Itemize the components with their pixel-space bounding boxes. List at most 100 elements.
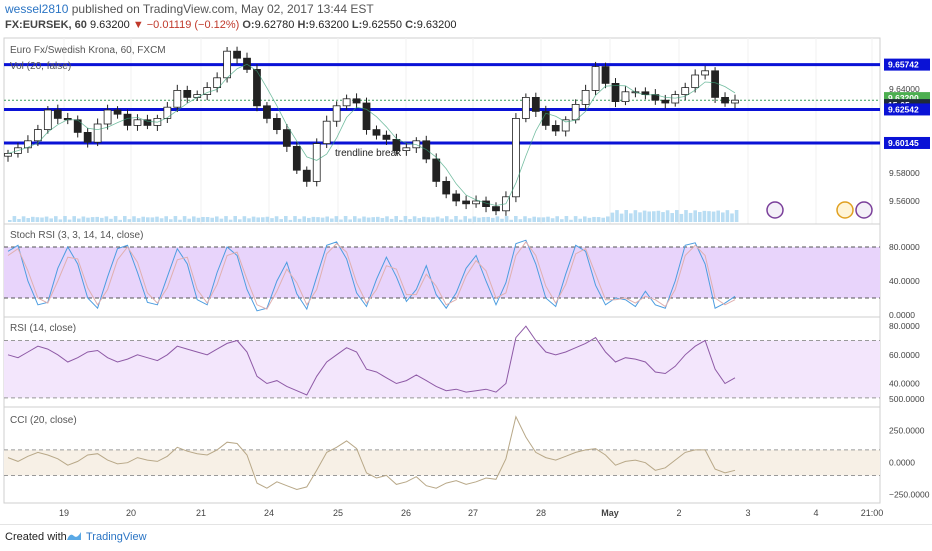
candle-body — [711, 70, 719, 98]
candle-body — [731, 99, 739, 104]
volume-bar — [721, 212, 725, 222]
indicator-band — [4, 340, 880, 398]
volume-bar — [279, 219, 283, 222]
volume-bar — [449, 219, 454, 222]
volume-bar — [100, 217, 104, 222]
price-change: ▼ −0.01119 (−0.12%) — [132, 19, 240, 31]
footer: Created with TradingView — [0, 524, 932, 551]
cci-pane[interactable]: CCI (20, close) 500.0000 250.0000 0.0000 −2… — [3, 394, 930, 504]
candle-body — [681, 87, 690, 95]
cci-axis: 500.0000 250.0000 0.0000 −250.0000 — [889, 394, 930, 500]
volume-bar — [656, 210, 661, 222]
volume-bar — [578, 218, 582, 222]
volume-bar — [491, 217, 495, 222]
candle-body — [213, 77, 222, 88]
indicator-band — [4, 449, 880, 476]
volume-bar — [458, 219, 463, 222]
price-tag-label: 9.62542 — [888, 104, 919, 114]
volume-bar — [463, 216, 467, 222]
candle-body — [561, 119, 570, 132]
volume-bar — [196, 217, 201, 222]
time-tick-label: 4 — [813, 508, 818, 518]
volume-bar — [316, 217, 320, 222]
indicator-series — [7, 241, 736, 310]
volume-bar — [178, 219, 182, 222]
volume-bar — [90, 217, 95, 222]
volume-bar — [348, 219, 352, 222]
candle-body — [263, 105, 271, 119]
price-pane[interactable]: Euro Fx/Swedish Krona, 60, FXCM Vol (20,… — [3, 37, 930, 503]
volume-bar — [353, 216, 357, 222]
volume-bar — [624, 210, 628, 222]
volume-bar — [412, 216, 417, 222]
volume-bar — [684, 210, 688, 222]
volume-bar — [481, 217, 486, 222]
volume-bar — [141, 216, 145, 222]
time-axis[interactable]: 19 20 21 24 25 26 27 28 May 2 3 4 21:00 — [4, 502, 883, 518]
publish-info: published on TradingView.com, May 02, 20… — [71, 2, 374, 16]
volume-bar — [569, 219, 573, 222]
candle-body — [581, 90, 590, 105]
volume-bar — [150, 217, 155, 222]
time-tick-label: 2 — [676, 508, 681, 518]
volume-bar — [518, 219, 523, 222]
open-label: O: — [242, 19, 255, 31]
stoch-lines — [7, 239, 736, 312]
volume-bar — [380, 217, 385, 222]
volume-bar — [136, 218, 141, 222]
volume-bar — [173, 216, 178, 222]
created-with-label: Created with — [5, 531, 67, 543]
volume-bar — [555, 216, 559, 222]
indicator-tick-label: 0.0000 — [889, 458, 915, 468]
volume-bar — [394, 216, 398, 222]
volume-bar — [242, 216, 247, 222]
close-label: C: — [405, 19, 417, 31]
chart-canvas[interactable]: Euro Fx/Swedish Krona, 60, FXCM Vol (20,… — [0, 34, 932, 524]
volume-bar — [698, 211, 702, 222]
candle-body — [362, 102, 371, 131]
volume-bar — [606, 216, 610, 222]
volume-bar — [109, 218, 113, 222]
author-link[interactable]: wessel2810 — [5, 2, 69, 16]
rsi-pane[interactable]: RSI (14, close) 80.0000 60.0000 40.0000 — [3, 316, 920, 408]
stoch-rsi-pane[interactable]: Stoch RSI (3, 3, 14, 14, close) 80.0000 4… — [3, 223, 920, 320]
candle-body — [691, 74, 700, 89]
volume-bar — [486, 216, 490, 222]
volume-bar — [233, 216, 237, 222]
candle-body — [4, 153, 12, 157]
indicator-tick-label: 80.0000 — [889, 242, 920, 252]
volume-bar — [541, 217, 546, 222]
tradingview-brand[interactable]: TradingView — [86, 531, 147, 543]
volume-bar — [431, 217, 435, 222]
event-markers[interactable] — [766, 201, 873, 219]
candle-body — [462, 200, 470, 205]
volume-bar — [307, 217, 311, 222]
candle-body — [432, 158, 441, 182]
candle-body — [24, 140, 32, 149]
low-value: 9.62550 — [362, 19, 403, 31]
symbol-line: FX:EURSEK, 60 9.63200 ▼ −0.01119 (−0.12%… — [5, 19, 456, 31]
candle-body — [302, 169, 311, 182]
volume-bar — [523, 216, 527, 222]
candle-body — [591, 66, 600, 91]
candle-body — [551, 125, 560, 132]
stoch-axis: 80.0000 40.0000 0.0000 — [889, 242, 920, 320]
volume-bar — [357, 218, 362, 222]
volume-bar — [127, 219, 132, 222]
volume-bar — [426, 217, 431, 222]
volume-bar — [679, 213, 684, 222]
candle-body — [33, 129, 42, 142]
candle-body — [601, 66, 610, 84]
volume-bar — [159, 218, 164, 222]
cci-line — [7, 415, 736, 491]
volume-bar — [376, 216, 380, 222]
volume-bar — [123, 216, 127, 222]
candle-body — [571, 104, 580, 121]
candle-body — [521, 97, 530, 119]
rsi-band — [4, 340, 880, 399]
volume-bar — [238, 219, 242, 222]
high-value: 9.63200 — [309, 19, 349, 31]
candle-body — [701, 70, 710, 76]
volume-bar — [63, 216, 67, 222]
